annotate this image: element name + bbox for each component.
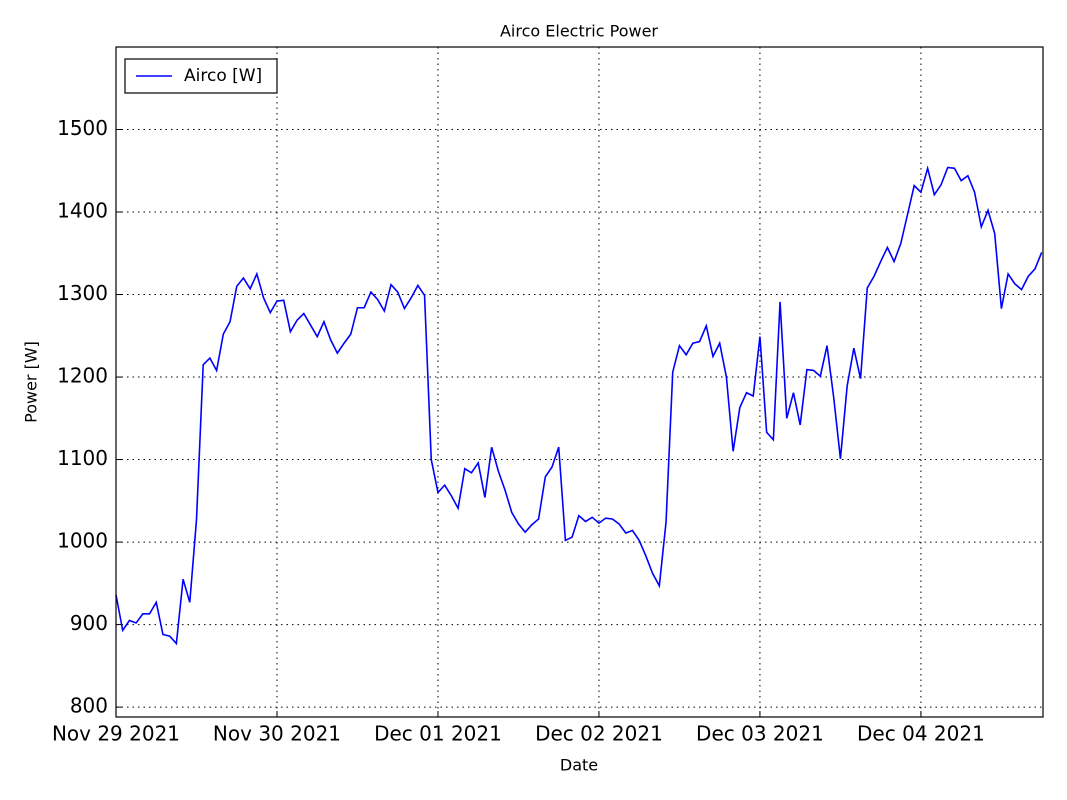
data-line [115, 165, 1043, 646]
y-tick-label: 1000 [57, 529, 108, 553]
plot-frame [115, 46, 1044, 718]
x-tick-label: Nov 30 2021 [213, 722, 341, 746]
x-tick-label: Dec 01 2021 [374, 722, 502, 746]
x-tick-label: Dec 03 2021 [696, 722, 824, 746]
x-tick-label: Dec 04 2021 [857, 722, 985, 746]
y-axis-label: Power [W] [22, 341, 41, 423]
y-tick-label: 1400 [57, 199, 108, 223]
x-tick-label: Dec 02 2021 [535, 722, 663, 746]
x-tick-label: Nov 29 2021 [52, 722, 180, 746]
y-tick-label: 1200 [57, 364, 108, 388]
y-tick-label: 1500 [57, 116, 108, 140]
y-tick-label: 1100 [57, 446, 108, 470]
legend-label: Airco [W] [184, 66, 262, 86]
y-tick-label: 1300 [57, 281, 108, 305]
x-axis-label: Date [560, 756, 598, 775]
chart-title: Airco Electric Power [500, 22, 658, 41]
y-tick-label: 800 [70, 694, 108, 718]
y-tick-label: 900 [70, 611, 108, 635]
